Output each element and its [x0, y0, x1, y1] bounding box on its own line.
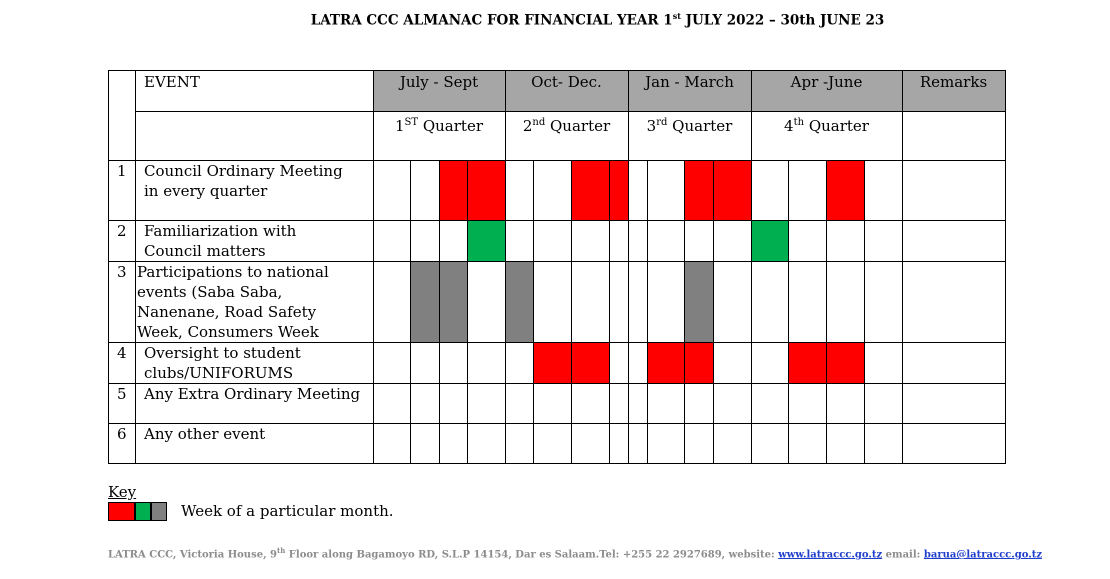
key-swatch-green — [135, 502, 151, 521]
week-mark-red — [826, 160, 864, 220]
event-name: Oversight to student clubs/UNIFORUMS — [144, 344, 301, 382]
week-divider — [684, 160, 685, 464]
event-name: Any other event — [144, 425, 266, 443]
event-header: EVENT — [144, 73, 200, 91]
table-border-left — [108, 70, 109, 464]
period-header: Jan - March — [645, 73, 734, 91]
week-mark-red — [826, 342, 864, 383]
week-mark-grey — [684, 261, 713, 342]
week-mark-red — [467, 160, 505, 220]
week-mark-green — [467, 220, 505, 261]
row-divider — [108, 220, 1006, 221]
quarter-header: 4th Quarter — [751, 113, 902, 136]
week-divider — [571, 160, 572, 464]
week-divider — [788, 160, 789, 464]
week-divider — [533, 160, 534, 464]
week-mark-red — [533, 342, 571, 383]
quarter-suffix: th — [793, 117, 805, 128]
week-divider — [647, 160, 648, 464]
key-description: Week of a particular month. — [181, 502, 394, 520]
quarter-suffix: rd — [656, 117, 668, 128]
week-divider — [609, 160, 610, 464]
key-label: Key — [108, 483, 137, 501]
email-link[interactable]: barua@latraccc.go.tz — [923, 549, 1042, 561]
period-divider — [505, 70, 506, 464]
week-divider — [864, 160, 865, 464]
key-swatch-red — [108, 502, 135, 521]
week-divider — [467, 160, 468, 464]
quarter-header: 2nd Quarter — [505, 113, 628, 136]
row-divider — [108, 383, 1006, 384]
event-name: Council Ordinary Meeting in every quarte… — [144, 162, 343, 200]
quarter-word: Quarter — [804, 117, 869, 135]
event-name: Familiarization with Council matters — [144, 222, 297, 260]
quarter-word: Quarter — [545, 117, 611, 135]
row-divider — [108, 160, 1006, 161]
row-number: 3 — [117, 263, 127, 281]
remarks-col-divider — [902, 70, 903, 464]
week-mark-red — [609, 160, 628, 220]
quarter-word: Quarter — [667, 117, 733, 135]
week-mark-red — [571, 160, 609, 220]
quarter-header: 3rd Quarter — [628, 113, 751, 136]
week-mark-red — [713, 160, 751, 220]
footer: LATRA CCC, Victoria House, 9th Floor alo… — [108, 546, 1042, 560]
quarter-number: 1 — [395, 117, 405, 135]
title-sup: st — [672, 11, 681, 21]
quarter-number: 2 — [522, 117, 533, 135]
quarter-suffix: ST — [404, 117, 419, 128]
document-title: LATRA CCC ALMANAC FOR FINANCIAL YEAR 1st… — [0, 11, 1110, 29]
week-mark-red — [439, 160, 467, 220]
table-border-top — [108, 70, 1006, 71]
week-mark-red — [571, 342, 609, 383]
quarter-number: 4 — [784, 117, 794, 135]
week-mark-grey — [439, 261, 467, 342]
table-border-right — [1005, 70, 1006, 464]
header-shaded-band — [373, 70, 1005, 111]
footer-email-label: email: — [882, 549, 924, 561]
period-header: Apr -June — [790, 73, 863, 91]
week-mark-red — [684, 160, 713, 220]
week-mark-red — [788, 342, 826, 383]
key-swatch-grey — [151, 502, 167, 521]
quarter-number: 3 — [646, 117, 657, 135]
week-mark-grey — [505, 261, 533, 342]
quarter-word: Quarter — [418, 117, 483, 135]
week-mark-red — [647, 342, 684, 383]
event-name: Any Extra Ordinary Meeting — [144, 385, 361, 403]
row-divider — [108, 423, 1006, 424]
row-number: 6 — [117, 425, 127, 443]
week-divider — [439, 160, 440, 464]
footer-sup: th — [277, 546, 286, 555]
quarter-suffix: nd — [532, 117, 546, 128]
week-divider — [826, 160, 827, 464]
row-number: 1 — [117, 162, 127, 180]
period-divider — [628, 70, 629, 464]
header-divider — [135, 111, 1006, 112]
week-mark-grey — [410, 261, 439, 342]
row-divider — [108, 463, 1006, 464]
row-number: 5 — [117, 385, 127, 403]
week-divider — [713, 160, 714, 464]
week-divider — [410, 160, 411, 464]
event-col-divider — [373, 70, 374, 464]
website-link[interactable]: www.latraccc.go.tz — [778, 549, 883, 561]
num-col-divider — [135, 70, 136, 464]
period-divider — [751, 70, 752, 464]
row-number: 2 — [117, 222, 127, 240]
week-mark-green — [751, 220, 788, 261]
row-number: 4 — [117, 344, 127, 362]
title-text: LATRA CCC ALMANAC FOR FINANCIAL YEAR 1 — [310, 12, 673, 29]
event-name: Participations to national events (Saba … — [137, 263, 329, 341]
period-header: July - Sept — [399, 73, 479, 91]
title-text-end: JULY 2022 – 30th JUNE 23 — [680, 12, 885, 29]
footer-address-cont: Floor along Bagamoyo RD, S.L.P 14154, Da… — [285, 549, 779, 561]
quarter-header: 1ST Quarter — [373, 113, 505, 136]
remarks-header: Remarks — [919, 73, 988, 91]
week-mark-red — [684, 342, 713, 383]
row-divider — [108, 261, 1006, 262]
row-divider — [108, 342, 1006, 343]
footer-address: LATRA CCC, Victoria House, 9 — [108, 549, 277, 561]
period-header: Oct- Dec. — [531, 73, 602, 91]
